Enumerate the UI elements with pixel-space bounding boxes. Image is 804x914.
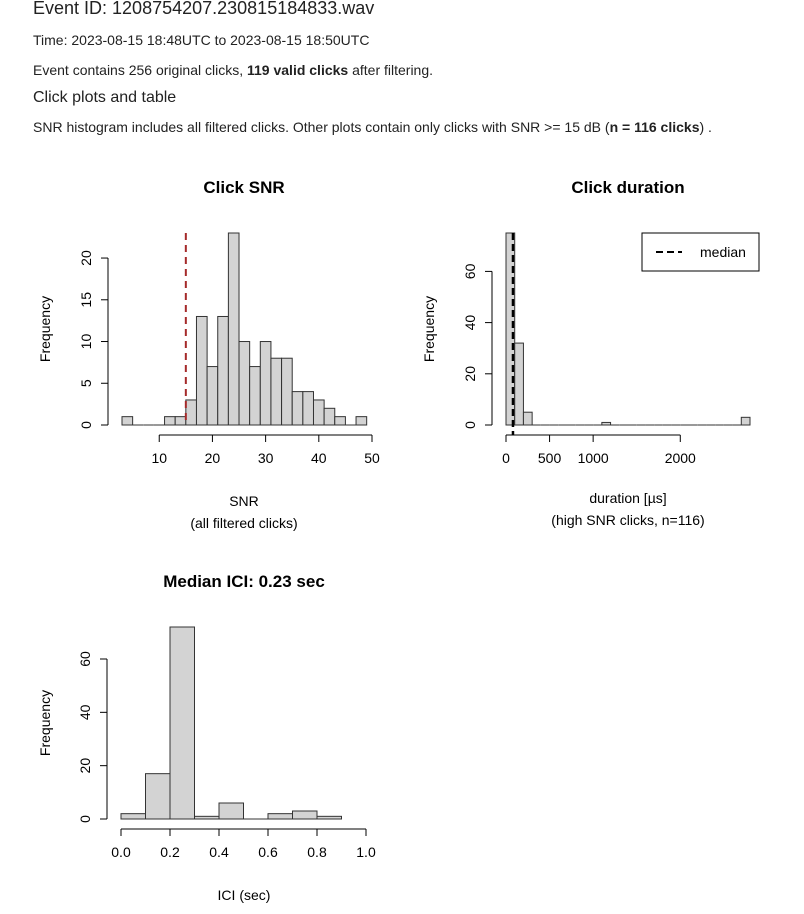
y-tick-label: 60 [462,263,478,279]
snr-note-prefix: SNR histogram includes all filtered clic… [33,119,610,135]
histogram-bar [120,813,146,820]
histogram-bar [169,626,195,820]
y-tick-label: 10 [78,334,94,350]
y-tick-label: 40 [462,315,478,331]
histogram-bar [195,315,208,426]
histogram-bar [302,391,314,426]
y-tick-label: 20 [77,758,93,774]
y-tick-label: 5 [78,379,94,387]
chart-title: Click SNR [203,178,284,197]
duration-histogram: Click duration 0 500 1000 2000 0 20 40 60 Frequen… [421,178,760,528]
histogram-bar [217,315,229,426]
x-axis-label: SNR [229,493,259,509]
x-tick-label: 0.2 [160,844,180,860]
y-tick-label: 0 [78,421,94,429]
x-tick-label: 10 [151,450,167,466]
x-tick-label: 50 [364,450,380,466]
clicks-summary-suffix: after filtering. [348,62,434,78]
event-title: Event ID: 1208754207.230815184833.wav [33,0,375,18]
x-tick-label: 1.0 [356,844,376,860]
histogram-bar [238,341,251,426]
y-tick-label: 20 [462,366,478,382]
histogram-bar [312,399,325,426]
x-tick-label: 0.8 [307,844,327,860]
snr-note-suffix: ) . [699,119,712,135]
y-tick-label: 0 [462,421,478,429]
time-range-text: Time: 2023-08-15 18:48UTC to 2023-08-15 … [33,32,370,48]
snr-histogram: Click SNR 10 20 30 40 50 0 5 10 15 20 Frequency SNR (… [37,178,380,531]
y-tick-label: 15 [78,292,94,308]
clicks-summary-prefix: Event contains 256 original clicks, [33,62,247,78]
x-tick-label: 1000 [578,450,609,466]
histogram-bar [522,411,533,426]
histogram-bar [194,815,220,820]
y-tick-label: 20 [78,250,94,266]
y-axis-label: Frequency [37,690,53,756]
x-axis-label-subtitle: (all filtered clicks) [190,515,297,531]
histogram-bar [281,357,293,426]
histogram-bar [292,810,318,820]
histogram-bar [259,341,272,426]
y-axis-label: Frequency [421,296,437,362]
x-tick-label: 20 [205,450,221,466]
histogram-bar [174,416,187,426]
histogram-bar [270,357,283,426]
histogram-bar [355,416,368,426]
histogram-bar [291,391,304,426]
histogram-bar [601,421,612,426]
x-tick-label: 0 [502,450,510,466]
x-axis-label-subtitle: (high SNR clicks, n=116) [551,512,704,528]
histogram-bar [227,232,240,426]
x-tick-label: 0.0 [111,844,131,860]
chart-title: Median ICI: 0.23 sec [163,572,325,591]
histogram-bar [505,232,516,426]
y-tick-label: 60 [77,651,93,667]
x-axis-label: duration [µs] [589,490,666,506]
histogram-bar [185,399,197,426]
y-tick-label: 40 [77,704,93,720]
x-axis-label: ICI (sec) [218,887,271,903]
histogram-bar [740,416,751,426]
legend-label: median [700,244,746,260]
histogram-bar [206,366,219,426]
snr-note: SNR histogram includes all filtered clic… [33,119,712,135]
clicks-summary: Event contains 256 original clicks, 119 … [33,62,433,78]
histogram-bar [121,416,134,426]
y-axis-label: Frequency [37,296,53,362]
x-tick-label: 40 [311,450,327,466]
histogram-bar [249,366,261,426]
histogram-bar [323,407,336,426]
histogram-bar [267,813,293,820]
x-tick-label: 500 [538,450,562,466]
high-snr-count: n = 116 clicks [609,119,700,135]
chart-title: Click duration [571,178,684,197]
histogram-bar [145,773,171,820]
x-tick-label: 30 [258,450,274,466]
histogram-bar [218,802,244,820]
valid-clicks-count: 119 valid clicks [247,62,349,78]
histogram-bar [334,416,346,426]
x-tick-label: 2000 [665,450,696,466]
ici-histogram: Median ICI: 0.23 sec 0.0 0.2 0.4 0.6 0.8 1.0 0 2… [37,572,376,903]
x-tick-label: 0.4 [209,844,229,860]
histogram-bar [514,342,524,426]
histogram-bar [316,815,342,820]
x-tick-label: 0.6 [258,844,278,860]
histogram-bar [164,416,176,426]
section-heading: Click plots and table [33,89,177,106]
y-tick-label: 0 [77,815,93,823]
